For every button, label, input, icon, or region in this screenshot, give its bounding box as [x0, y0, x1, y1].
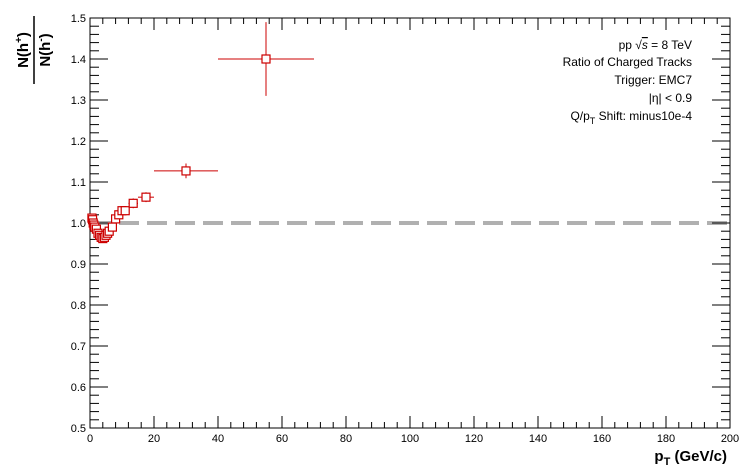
- y-tick-label: 0.9: [71, 259, 86, 271]
- x-axis-title: pT (GeV/c): [654, 448, 727, 468]
- sqrt-symbol: √: [635, 38, 642, 52]
- x-tick-label: 140: [529, 433, 547, 445]
- annotation-ratio: Ratio of Charged Tracks: [563, 55, 692, 69]
- y-tick-label: 0.7: [71, 341, 86, 353]
- marker-square: [128, 198, 138, 208]
- x-tick-label: 0: [87, 433, 93, 445]
- y-tick-label: 0.6: [71, 382, 86, 394]
- y-tick-label: 1.3: [71, 95, 86, 107]
- annotation-eta: |η| < 0.9: [649, 91, 693, 105]
- x-tick-label: 60: [276, 433, 288, 445]
- marker-square: [141, 192, 151, 202]
- data-point: [128, 198, 138, 209]
- annotation-trigger: Trigger: EMC7: [614, 73, 692, 87]
- annotation-energy: pp √s = 8 TeV: [619, 38, 692, 52]
- x-tick-label: 100: [401, 433, 419, 445]
- x-tick-label: 20: [148, 433, 160, 445]
- y-tick-label: 1.0: [71, 218, 86, 230]
- y-tick-label: 0.8: [71, 300, 86, 312]
- x-tick-label: 120: [465, 433, 483, 445]
- data-point: [120, 206, 130, 216]
- marker-square: [107, 222, 118, 232]
- y-tick-label: 0.5: [71, 423, 86, 435]
- y-tick-label: 1.1: [71, 177, 86, 189]
- data-point: [107, 222, 118, 232]
- marker-square: [261, 54, 271, 64]
- y-axis-denominator: N(h-): [36, 33, 54, 66]
- data-point: [154, 163, 218, 179]
- y-tick-label: 1.2: [71, 136, 86, 148]
- y-axis-ticks: 0.5 0.6 0.7 0.8 0.9 1.0 1.1 1.2 1.3 1.4 1.5: [71, 13, 730, 435]
- x-tick-label: 80: [340, 433, 352, 445]
- y-axis-title: N(h+) N(h-): [14, 16, 54, 84]
- annotation-box: pp √s = 8 TeV Ratio of Charged Tracks Tr…: [563, 38, 693, 126]
- y-tick-label: 1.4: [71, 54, 86, 66]
- x-axis-ticks: 0 20 40 60 80 100 120 140 160 180 200: [87, 18, 739, 445]
- marker-square: [181, 166, 191, 176]
- marker-square: [120, 206, 130, 216]
- data-point: [138, 192, 154, 203]
- x-tick-label: 40: [212, 433, 224, 445]
- annotation-shift: Q/pT Shift: minus10e-4: [570, 109, 692, 126]
- data-point: [218, 22, 314, 96]
- y-tick-label: 1.5: [71, 13, 86, 25]
- x-tick-label: 180: [657, 433, 675, 445]
- y-axis-numerator: N(h+): [14, 32, 32, 68]
- data-series: [87, 22, 314, 244]
- x-tick-label: 200: [721, 433, 739, 445]
- x-tick-label: 160: [593, 433, 611, 445]
